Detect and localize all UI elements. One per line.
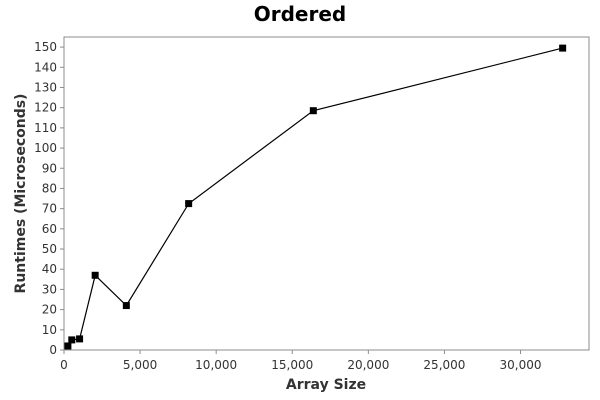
y-tick-label: 120 — [34, 101, 57, 115]
y-tick-label: 0 — [49, 343, 57, 357]
y-tick-label: 60 — [42, 222, 57, 236]
data-point-marker — [122, 302, 130, 310]
data-point-marker — [68, 336, 76, 344]
y-tick-label: 110 — [34, 121, 57, 135]
x-tick-label: 10,000 — [195, 358, 237, 372]
x-tick-label: 5,000 — [123, 358, 157, 372]
data-point-marker — [76, 335, 84, 343]
x-tick-label: 15,000 — [271, 358, 313, 372]
y-axis-label: Runtimes (Microseconds) — [13, 94, 29, 294]
y-tick-label: 130 — [34, 80, 57, 94]
chart-title: Ordered — [254, 2, 347, 26]
plot-area — [63, 36, 590, 351]
x-tick-label: 25,000 — [423, 358, 465, 372]
x-axis-label: Array Size — [286, 377, 366, 393]
y-tick-label: 40 — [42, 262, 57, 276]
y-tick-label: 90 — [42, 161, 57, 175]
y-tick-label: 10 — [42, 323, 57, 337]
x-tick-label: 0 — [60, 358, 68, 372]
y-tick-label: 50 — [42, 242, 57, 256]
data-point-marker — [559, 44, 567, 52]
y-tick-label: 70 — [42, 202, 57, 216]
y-tick-label: 150 — [34, 40, 57, 54]
y-axis: 0 10 20 30 40 50 60 70 80 90 100 110 120 130 140 150 — [34, 40, 64, 357]
y-tick-label: 140 — [34, 60, 57, 74]
data-point-marker — [91, 271, 99, 279]
data-point-marker — [185, 200, 193, 208]
y-tick-label: 100 — [34, 141, 57, 155]
data-point-marker — [64, 342, 72, 350]
data-point-marker — [309, 107, 317, 115]
data-series — [64, 44, 567, 350]
y-tick-label: 30 — [42, 282, 57, 296]
x-axis: 0 5,000 10,000 15,000 20,000 25,000 30,000 — [60, 350, 542, 372]
y-tick-label: 20 — [42, 303, 57, 317]
x-tick-label: 20,000 — [347, 358, 389, 372]
x-tick-label: 30,000 — [500, 358, 542, 372]
y-tick-label: 80 — [42, 181, 57, 195]
